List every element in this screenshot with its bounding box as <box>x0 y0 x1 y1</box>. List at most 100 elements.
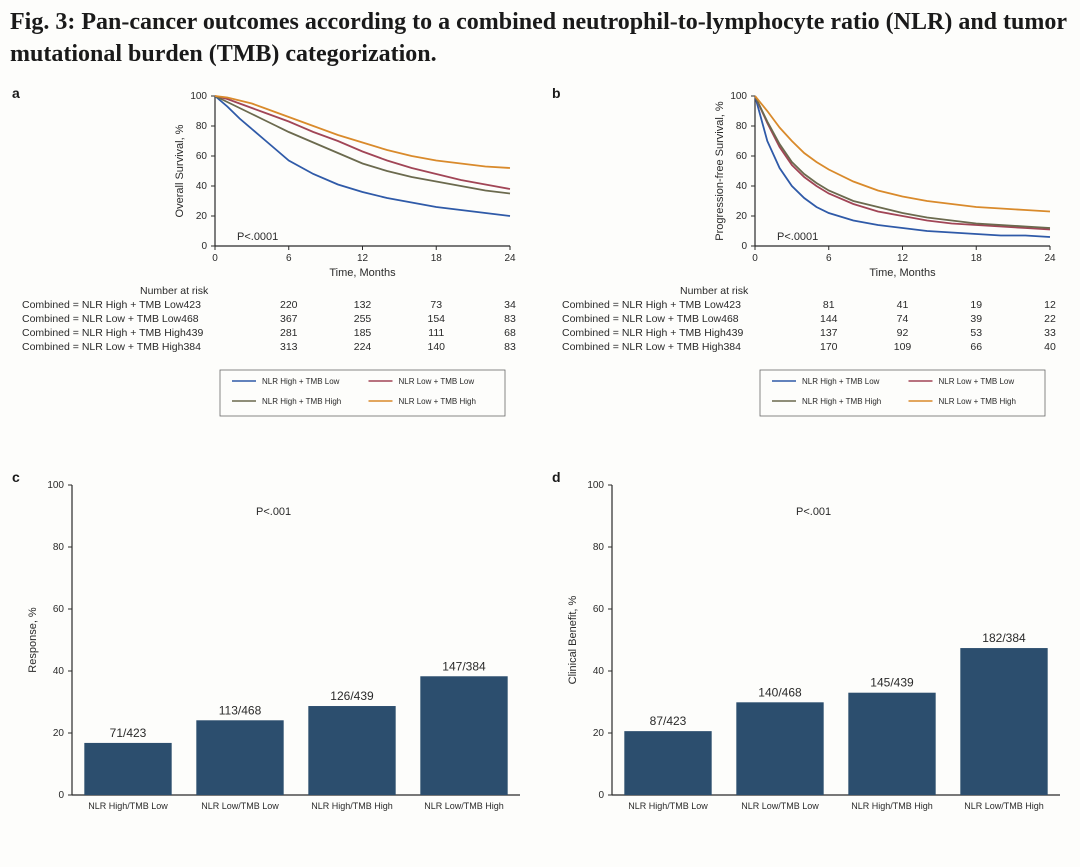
svg-text:Overall Survival, %: Overall Survival, % <box>174 124 186 217</box>
panel-a-label: a <box>12 85 20 101</box>
svg-text:20: 20 <box>593 728 605 739</box>
svg-text:39: 39 <box>970 313 982 325</box>
svg-text:NLR High/TMB High: NLR High/TMB High <box>851 801 933 811</box>
svg-text:NLR High/TMB Low: NLR High/TMB Low <box>88 801 168 811</box>
svg-text:220: 220 <box>280 299 298 311</box>
svg-text:Combined = NLR High + TMB High: Combined = NLR High + TMB High439 <box>22 327 203 339</box>
svg-text:40: 40 <box>736 181 748 192</box>
svg-text:140/468: 140/468 <box>758 685 802 699</box>
svg-text:83: 83 <box>504 313 516 325</box>
svg-text:281: 281 <box>280 327 298 339</box>
svg-text:NLR High + TMB High: NLR High + TMB High <box>802 397 881 406</box>
svg-text:80: 80 <box>196 121 208 132</box>
svg-text:NLR Low + TMB Low: NLR Low + TMB Low <box>399 377 475 386</box>
svg-text:109: 109 <box>894 341 912 353</box>
svg-text:12: 12 <box>1044 299 1056 311</box>
svg-text:Combined = NLR High + TMB Low4: Combined = NLR High + TMB Low423 <box>562 299 741 311</box>
svg-text:6: 6 <box>286 253 292 264</box>
svg-text:53: 53 <box>970 327 982 339</box>
svg-text:185: 185 <box>354 327 372 339</box>
svg-text:NLR Low + TMB Low: NLR Low + TMB Low <box>939 377 1015 386</box>
svg-text:Combined = NLR Low + TMB Low46: Combined = NLR Low + TMB Low468 <box>562 313 739 325</box>
svg-text:40: 40 <box>593 666 605 677</box>
svg-text:80: 80 <box>53 542 65 553</box>
svg-text:80: 80 <box>736 121 748 132</box>
svg-text:NLR High + TMB Low: NLR High + TMB Low <box>802 377 880 386</box>
svg-text:NLR Low + TMB High: NLR Low + TMB High <box>939 397 1016 406</box>
svg-text:NLR High/TMB High: NLR High/TMB High <box>311 801 393 811</box>
svg-text:137: 137 <box>820 327 838 339</box>
svg-text:NLR High + TMB Low: NLR High + TMB Low <box>262 377 340 386</box>
svg-text:33: 33 <box>1044 327 1056 339</box>
svg-text:255: 255 <box>354 313 372 325</box>
svg-text:Time, Months: Time, Months <box>869 267 936 279</box>
svg-text:NLR Low/TMB High: NLR Low/TMB High <box>964 801 1044 811</box>
svg-text:40: 40 <box>196 181 208 192</box>
svg-text:20: 20 <box>53 728 65 739</box>
svg-text:100: 100 <box>587 480 604 491</box>
svg-text:NLR Low/TMB Low: NLR Low/TMB Low <box>741 801 819 811</box>
svg-text:147/384: 147/384 <box>442 659 486 673</box>
svg-text:NLR High + TMB High: NLR High + TMB High <box>262 397 341 406</box>
svg-text:68: 68 <box>504 327 516 339</box>
svg-text:24: 24 <box>1044 253 1056 264</box>
svg-text:Combined = NLR Low + TMB High3: Combined = NLR Low + TMB High384 <box>22 341 201 353</box>
svg-text:41: 41 <box>897 299 909 311</box>
svg-text:224: 224 <box>354 341 372 353</box>
svg-text:Combined = NLR Low + TMB Low46: Combined = NLR Low + TMB Low468 <box>22 313 199 325</box>
svg-text:144: 144 <box>820 313 838 325</box>
svg-text:92: 92 <box>897 327 909 339</box>
svg-text:NLR Low + TMB High: NLR Low + TMB High <box>399 397 476 406</box>
svg-text:6: 6 <box>826 253 832 264</box>
svg-text:71/423: 71/423 <box>110 726 147 740</box>
svg-text:34: 34 <box>504 299 516 311</box>
svg-text:22: 22 <box>1044 313 1056 325</box>
panel-d-label: d <box>552 469 561 485</box>
svg-text:145/439: 145/439 <box>870 675 914 689</box>
svg-text:20: 20 <box>736 211 748 222</box>
svg-text:NLR High/TMB Low: NLR High/TMB Low <box>628 801 708 811</box>
svg-text:100: 100 <box>47 480 64 491</box>
svg-text:12: 12 <box>897 253 909 264</box>
svg-text:P<.001: P<.001 <box>796 506 831 518</box>
svg-text:Number at risk: Number at risk <box>680 285 749 297</box>
panel-a: a 02040608010006121824Overall Survival, … <box>10 81 530 461</box>
svg-text:66: 66 <box>970 341 982 353</box>
svg-text:24: 24 <box>504 253 516 264</box>
svg-text:126/439: 126/439 <box>330 689 374 703</box>
svg-text:Clinical Benefit, %: Clinical Benefit, % <box>567 595 579 684</box>
svg-text:12: 12 <box>357 253 369 264</box>
svg-text:Progression-free Survival, %: Progression-free Survival, % <box>714 101 726 241</box>
svg-text:Combined = NLR Low + TMB High3: Combined = NLR Low + TMB High384 <box>562 341 741 353</box>
svg-text:P<.0001: P<.0001 <box>777 231 818 243</box>
svg-text:18: 18 <box>971 253 983 264</box>
svg-text:0: 0 <box>201 241 207 252</box>
svg-text:0: 0 <box>212 253 218 264</box>
panel-d: d 020406080100Clinical Benefit, %P<.0018… <box>550 465 1070 825</box>
svg-text:60: 60 <box>593 604 605 615</box>
panel-c-label: c <box>12 469 20 485</box>
svg-text:132: 132 <box>354 299 372 311</box>
svg-text:100: 100 <box>190 91 207 102</box>
svg-text:182/384: 182/384 <box>982 631 1026 645</box>
svg-text:87/423: 87/423 <box>650 714 687 728</box>
svg-text:0: 0 <box>752 253 758 264</box>
svg-text:18: 18 <box>431 253 443 264</box>
svg-text:NLR Low/TMB High: NLR Low/TMB High <box>424 801 504 811</box>
svg-text:140: 140 <box>427 341 445 353</box>
panel-c: c 020406080100Response, %P<.00171/423NLR… <box>10 465 530 825</box>
svg-text:P<.0001: P<.0001 <box>237 231 278 243</box>
svg-text:74: 74 <box>897 313 909 325</box>
panel-b: b 02040608010006121824Progression-free S… <box>550 81 1070 461</box>
svg-text:0: 0 <box>741 241 747 252</box>
svg-text:113/468: 113/468 <box>219 703 262 717</box>
svg-text:83: 83 <box>504 341 516 353</box>
svg-text:60: 60 <box>736 151 748 162</box>
svg-text:NLR Low/TMB Low: NLR Low/TMB Low <box>201 801 279 811</box>
svg-text:73: 73 <box>430 299 442 311</box>
svg-text:Combined = NLR High + TMB High: Combined = NLR High + TMB High439 <box>562 327 743 339</box>
svg-text:Number at risk: Number at risk <box>140 285 209 297</box>
svg-text:40: 40 <box>53 666 65 677</box>
svg-text:19: 19 <box>970 299 982 311</box>
svg-text:313: 313 <box>280 341 298 353</box>
